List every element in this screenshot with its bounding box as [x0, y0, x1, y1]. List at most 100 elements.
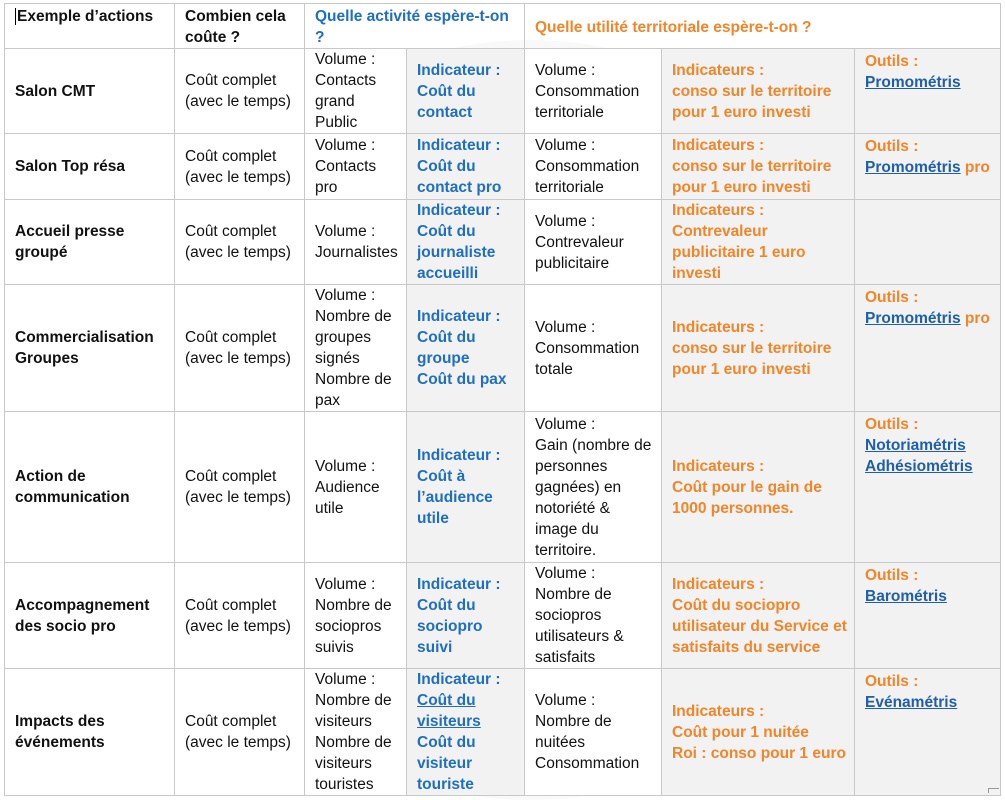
text-line: Volume :	[315, 51, 376, 68]
tools-cell: Outils : Evénamétris	[854, 668, 1001, 796]
text-line: (avec le temps)	[185, 617, 291, 635]
text-line: touristes	[315, 776, 374, 793]
text-line: Indicateur :	[417, 447, 501, 464]
tools-label: Outils :	[865, 567, 919, 584]
text-line: Indicateurs :	[672, 318, 765, 336]
tool-link[interactable]: Promométris	[865, 310, 961, 327]
tools-cell: Outils : Promométris pro	[854, 284, 1001, 412]
text-line: accueilli	[417, 265, 479, 282]
tools-label: Outils :	[865, 289, 919, 306]
text-line: utile	[417, 510, 449, 527]
text-line: Coût complet	[185, 147, 277, 165]
text-line: publicitaire	[535, 254, 610, 272]
text-line: touriste	[417, 776, 474, 793]
text-line: des socio pro	[15, 617, 116, 635]
text-line: Accompagnement	[15, 596, 150, 614]
text-line: pax	[315, 392, 340, 409]
activity-indicator-cell: Indicateur : Coût à l’audience utile	[406, 411, 525, 563]
tools-label: Outils :	[865, 673, 919, 690]
text-line: Volume :	[535, 137, 596, 154]
text-line: Coût complet	[185, 72, 277, 89]
action-cell: Commercialisation Groupes	[4, 284, 175, 412]
text-line: Nombre de	[315, 371, 392, 388]
tool-line: Notoriamétris	[865, 435, 994, 456]
action-cell: Accompagnement des socio pro	[4, 562, 175, 669]
activity-volume-cell: Volume : Contacts pro	[304, 133, 407, 200]
text-line: Volume :	[535, 212, 596, 230]
tool-line: Evénamétris	[865, 692, 994, 713]
text-line: territoire.	[535, 541, 597, 559]
text-line: groupe	[417, 350, 470, 367]
text-line: suivi	[417, 638, 453, 656]
tool-line: Adhésiométris	[865, 456, 994, 477]
text-line: Coût pour le gain de	[672, 478, 822, 496]
text-line: contact pro	[417, 179, 502, 196]
tool-link[interactable]: Barométris	[865, 588, 947, 605]
text-line: Volume :	[315, 575, 376, 593]
text-line: grand	[315, 93, 355, 110]
activity-volume-cell: Volume : Nombre de groupes signés Nombre de p…	[304, 284, 407, 412]
text-line: Public	[315, 114, 358, 131]
text-line: Volume :	[315, 457, 376, 475]
territory-volume-cell: Volume : Consommation territoriale	[524, 48, 662, 134]
text-line: Indicateurs :	[672, 457, 765, 475]
text-line: (avec le temps)	[185, 734, 291, 751]
text-line: satisfaits du service	[672, 638, 821, 656]
territory-volume-cell: Volume : Consommation territoriale	[524, 133, 662, 200]
text-line: Consommation	[535, 755, 640, 772]
tool-link[interactable]: Adhésiométris	[865, 458, 973, 475]
text-line: Indicateur :	[417, 202, 501, 219]
text-line: Volume :	[315, 137, 376, 154]
territory-indicator-cell: Indicateurs : Coût pour le gain de 1000 pe…	[661, 411, 855, 563]
text-line: Nombre de	[315, 692, 392, 709]
text-line: Indicateurs :	[672, 575, 765, 593]
tools-label: Outils :	[865, 53, 919, 70]
header-cost: Combien cela coûte ?	[174, 3, 305, 49]
text-line: Nombre de	[315, 308, 392, 325]
activity-indicator-cell: Indicateur : Coût du sociopro suivi	[406, 562, 525, 669]
action-cell: Salon Top résa	[4, 133, 175, 200]
tools-cell: Outils : Barométris	[854, 562, 1001, 669]
activity-volume-cell: Volume : Journalistes	[304, 199, 407, 285]
tool-link[interactable]: Notoriamétris	[865, 437, 966, 454]
tool-line: Promométris	[865, 72, 994, 93]
text-line: Salon Top résa	[15, 158, 125, 175]
tool-link[interactable]: Promométris	[865, 74, 961, 91]
text-line: journaliste	[417, 244, 496, 261]
table-header-row: Exemple d’actions Combien cela coûte ? Q…	[4, 3, 1001, 49]
table-row: Action de communication Coût complet (avec …	[4, 411, 1001, 563]
tool-link[interactable]: Evénamétris	[865, 694, 958, 711]
text-line: territoriale	[535, 103, 604, 121]
text-line: Nombre de	[535, 586, 612, 603]
territory-volume-cell: Volume : Nombre de nuitées Consommation	[524, 668, 662, 796]
table-row: Accueil presse groupé Coût complet (avec le…	[4, 199, 1001, 285]
text-line: (avec le temps)	[185, 350, 291, 367]
text-line: pour 1 euro investi	[672, 179, 811, 196]
text-line: Coût complet	[185, 468, 277, 485]
text-line: Accueil presse	[15, 223, 125, 240]
text-line: Consommation	[535, 158, 640, 175]
action-cell: Accueil presse groupé	[4, 199, 175, 285]
table-row: Impacts des événements Coût complet (avec l…	[4, 668, 1001, 796]
cost-cell: Coût complet (avec le temps)	[174, 284, 305, 412]
text-line: Indicateurs :	[672, 702, 765, 720]
text-line: territoriale	[535, 179, 604, 196]
text-line: Nombre de	[535, 713, 612, 730]
text-line: (avec le temps)	[185, 489, 291, 506]
territory-volume-cell: Volume : Nombre de sociopros utilisateurs &…	[524, 562, 662, 669]
text-line: visiteur	[417, 755, 473, 772]
text-line: Nombre de	[315, 596, 392, 614]
text-line: suivis	[315, 638, 354, 656]
text-line: Volume :	[315, 287, 376, 304]
cost-cell: Coût complet (avec le temps)	[174, 199, 305, 285]
territory-indicator-cell: Indicateurs : conso sur le territoire pour…	[661, 48, 855, 134]
activity-volume-cell: Volume : Contacts grand Public	[304, 48, 407, 134]
text-line: communication	[15, 489, 130, 506]
text-line: Coût du	[417, 82, 476, 100]
activity-volume-cell: Volume : Audience utile	[304, 411, 407, 563]
cost-cell: Coût complet (avec le temps)	[174, 411, 305, 563]
activity-indicator-cell: Indicateur : Coût du visiteurs Coût du visi…	[406, 668, 525, 796]
tool-suffix: pro	[960, 310, 990, 327]
text-line: pour 1 euro investi	[672, 103, 811, 121]
tool-link[interactable]: Promométris	[865, 159, 961, 176]
